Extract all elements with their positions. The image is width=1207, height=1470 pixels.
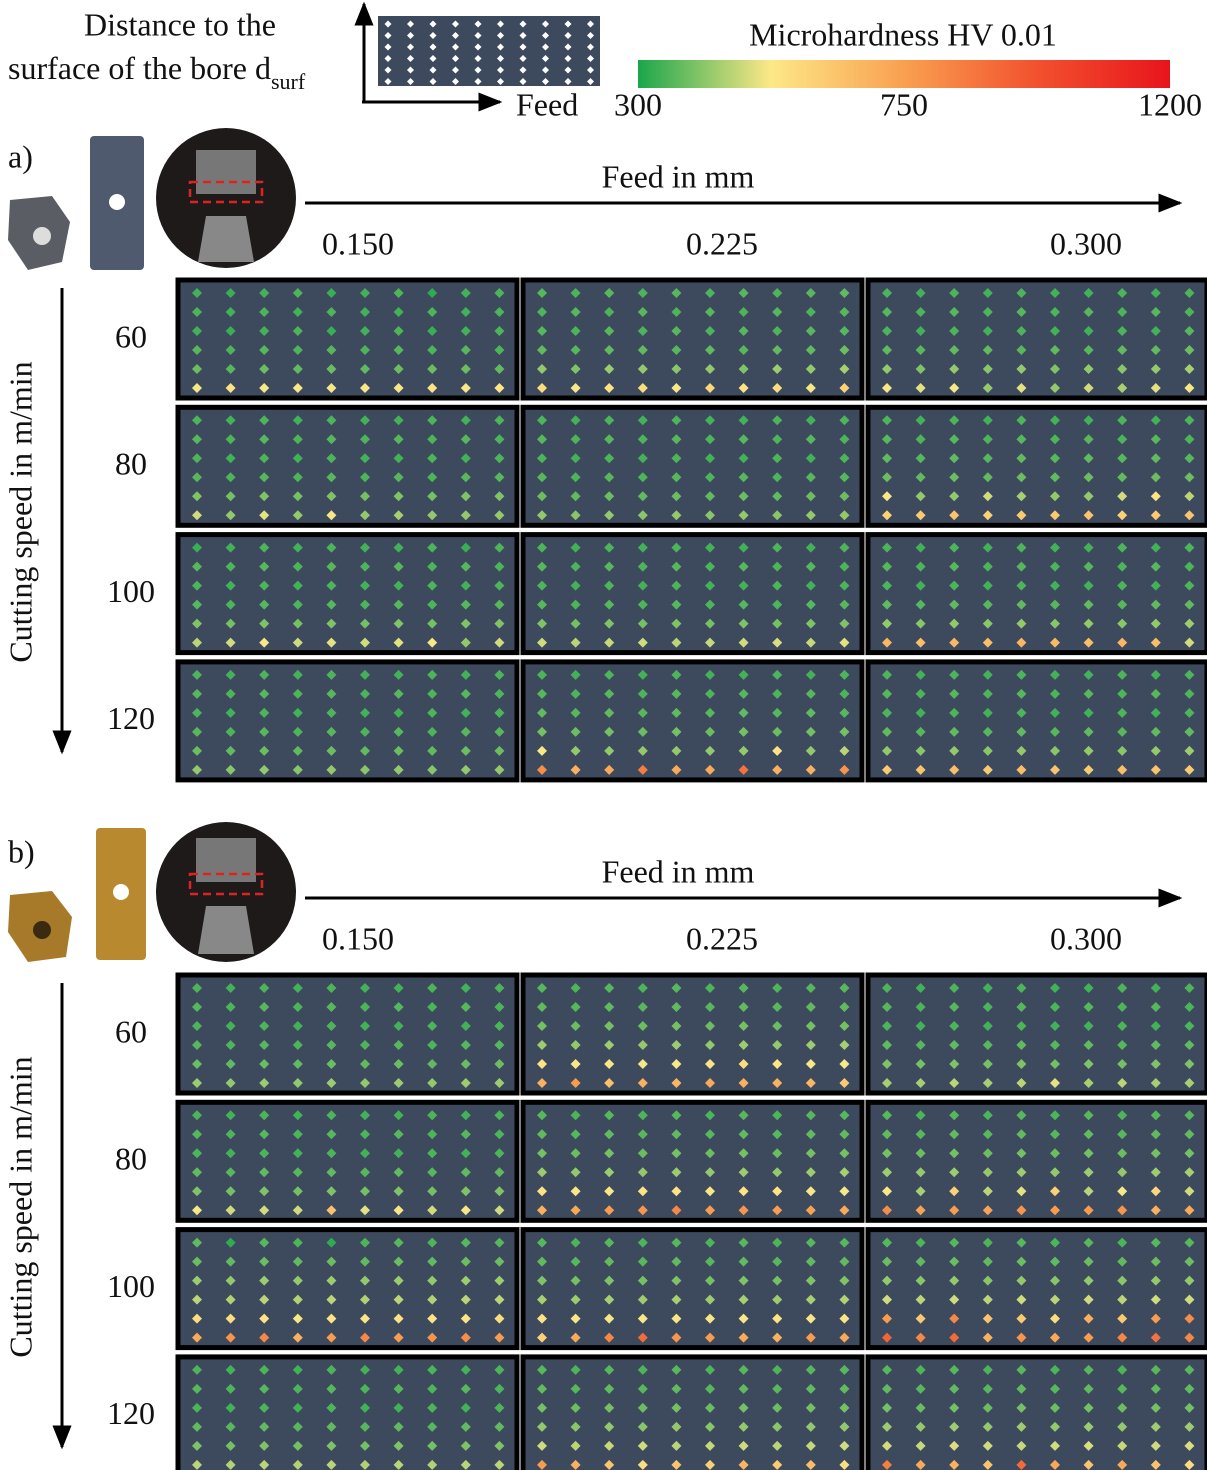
x-axis-title: Feed in mm — [602, 158, 755, 194]
tool-photos-b — [8, 822, 296, 962]
panel — [178, 1230, 517, 1348]
panel — [178, 535, 517, 653]
schematic-label: Distance to the — [84, 6, 276, 42]
x-axis-title: Feed in mm — [602, 853, 755, 889]
y-tick-label: 100 — [107, 573, 155, 609]
panel — [523, 407, 862, 525]
y-tick-label: 80 — [115, 446, 147, 482]
x-tick-label: 0.225 — [686, 920, 758, 956]
panel — [523, 975, 862, 1093]
schematic-label: surface of the bore dsurf — [8, 50, 306, 94]
y-tick-label: 120 — [107, 700, 155, 736]
y-tick-label: 60 — [115, 1013, 147, 1049]
colorbar-tick-label: 300 — [614, 86, 662, 122]
panel-label: a) — [8, 138, 33, 174]
colorbar-tick-label: 750 — [880, 86, 928, 122]
y-tick-label: 120 — [107, 1395, 155, 1431]
panel — [178, 662, 517, 780]
panel — [868, 662, 1207, 780]
panel — [523, 662, 862, 780]
y-axis-title: Cutting speed in m/min — [2, 1056, 38, 1357]
panel-label: b) — [8, 833, 35, 869]
panel — [178, 407, 517, 525]
panel — [868, 975, 1207, 1093]
panel — [868, 1102, 1207, 1220]
panel — [523, 1102, 862, 1220]
y-tick-label: 100 — [107, 1268, 155, 1304]
y-tick-label: 80 — [115, 1141, 147, 1177]
panel — [523, 280, 862, 398]
tool-photos-a — [8, 128, 296, 270]
colorbar-title: Microhardness HV 0.01 — [749, 16, 1057, 52]
colorbar-tick-label: 1200 — [1138, 86, 1202, 122]
y-axis-title: Cutting speed in m/min — [2, 361, 38, 662]
panel — [868, 280, 1207, 398]
schematic-feed: Feed — [516, 86, 578, 122]
x-tick-label: 0.225 — [686, 225, 758, 261]
x-tick-label: 0.150 — [322, 920, 394, 956]
figure: Distance to the surface of the bore dsur… — [0, 0, 1207, 1470]
panel — [523, 1230, 862, 1348]
panel — [178, 1102, 517, 1220]
panel — [868, 535, 1207, 653]
x-tick-label: 0.300 — [1050, 920, 1122, 956]
panel — [523, 535, 862, 653]
panel — [868, 1230, 1207, 1348]
x-tick-label: 0.150 — [322, 225, 394, 261]
panel — [868, 407, 1207, 525]
colorbar — [638, 60, 1170, 88]
colorbar-ticks: 300 750 1200 — [614, 86, 1202, 122]
panel — [178, 280, 517, 398]
panel — [178, 975, 517, 1093]
x-tick-label: 0.300 — [1050, 225, 1122, 261]
y-tick-label: 60 — [115, 318, 147, 354]
